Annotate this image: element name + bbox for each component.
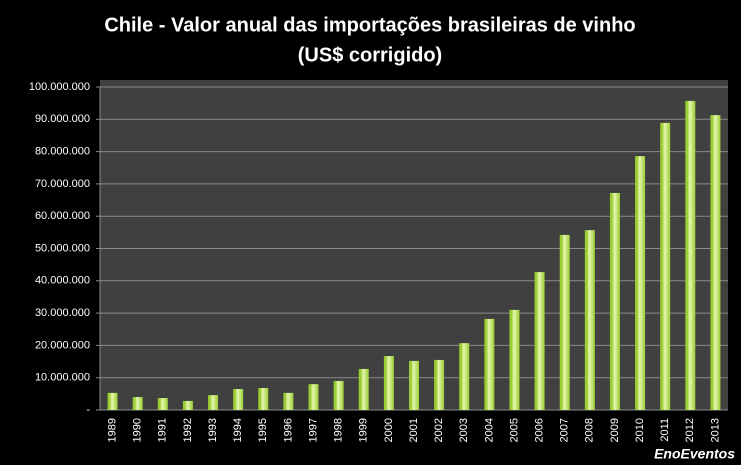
- x-tick-label: 2002: [433, 418, 445, 442]
- x-tick-label: 1989: [106, 418, 118, 442]
- y-tick-label: 90.000.000: [35, 113, 90, 125]
- y-tick-label: 70.000.000: [35, 178, 90, 190]
- y-tick-label: 80.000.000: [35, 146, 90, 158]
- bar: [333, 380, 344, 410]
- x-tick-label: 2012: [684, 418, 696, 442]
- x-tick-label: 1996: [282, 418, 294, 442]
- x-tick-label: 2003: [458, 418, 470, 442]
- bar: [609, 192, 620, 410]
- y-tick-label: 60.000.000: [35, 210, 90, 222]
- x-tick-label: 1999: [358, 418, 370, 442]
- bar: [208, 395, 219, 410]
- x-tick-label: 2008: [584, 418, 596, 442]
- x-tick-label: 2001: [408, 418, 420, 442]
- y-tick-label: 100.000.000: [29, 81, 90, 93]
- bar: [233, 389, 244, 410]
- bar: [258, 388, 269, 410]
- bar: [635, 156, 646, 410]
- x-tick-label: 2004: [483, 418, 495, 442]
- y-tick-label: 20.000.000: [35, 339, 90, 351]
- x-tick-label: 1991: [157, 418, 169, 442]
- chart-title: Chile - Valor anual das importações bras…: [104, 14, 635, 36]
- x-tick-label: 1990: [132, 418, 144, 442]
- bar: [358, 368, 369, 410]
- x-tick-label: 2011: [659, 418, 671, 442]
- chart-subtitle: (US$ corrigido): [298, 44, 442, 66]
- x-tick-label: 2000: [383, 418, 395, 442]
- bar: [409, 360, 419, 410]
- bar: [559, 234, 570, 410]
- plot-area: [100, 80, 728, 410]
- bar: [283, 392, 294, 410]
- bar: [107, 392, 118, 410]
- bar: [534, 272, 545, 410]
- x-tick-label: 2010: [634, 418, 646, 442]
- x-tick-label: 1992: [182, 418, 194, 442]
- x-tick-label: 2006: [534, 418, 546, 442]
- bar: [308, 384, 319, 410]
- x-tick-label: 2013: [709, 418, 721, 442]
- bar: [484, 318, 495, 410]
- y-tick-label: -: [86, 404, 90, 416]
- bar: [157, 398, 168, 410]
- x-tick-label: 1997: [307, 418, 319, 442]
- bar: [383, 356, 394, 410]
- y-tick-label: 50.000.000: [35, 242, 90, 254]
- bar: [660, 122, 671, 410]
- x-tick-label: 1994: [232, 418, 244, 442]
- x-tick-label: 2009: [609, 418, 621, 442]
- watermark: EnoEventos: [654, 446, 735, 462]
- x-tick-label: 1993: [207, 418, 219, 442]
- bar: [509, 309, 520, 410]
- bar: [434, 359, 445, 410]
- bar: [132, 397, 143, 410]
- x-tick-label: 2005: [508, 418, 520, 442]
- x-tick-label: 2007: [559, 418, 571, 442]
- bar: [584, 230, 595, 410]
- x-tick-label: 1998: [333, 418, 345, 442]
- bar: [685, 100, 696, 410]
- x-tick-label: 1995: [257, 418, 269, 442]
- bar: [459, 343, 470, 410]
- y-tick-label: 30.000.000: [35, 307, 90, 319]
- bar: [710, 115, 721, 410]
- y-tick-label: 40.000.000: [35, 275, 90, 287]
- y-tick-label: 10.000.000: [35, 372, 90, 384]
- bar: [182, 400, 193, 410]
